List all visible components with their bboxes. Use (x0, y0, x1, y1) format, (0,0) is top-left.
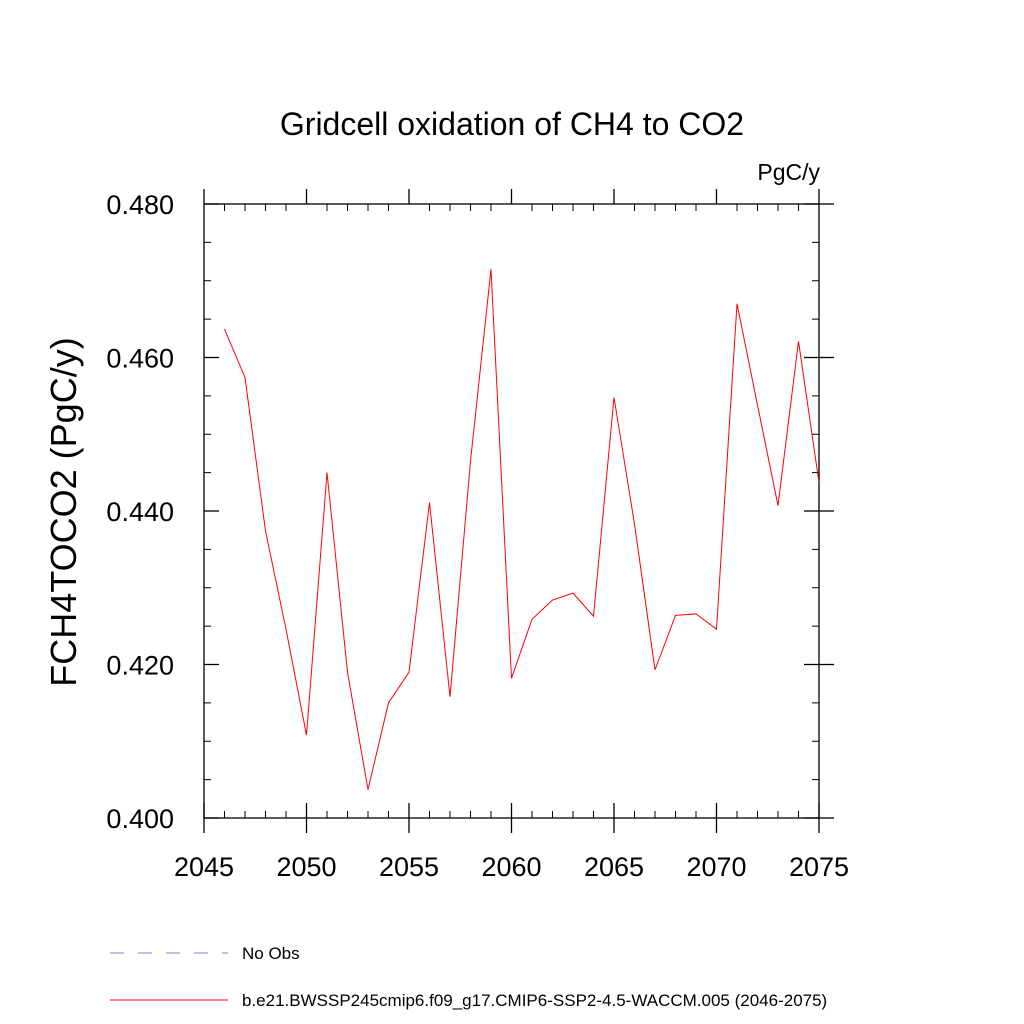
x-tick-label: 2070 (686, 852, 746, 882)
chart-title: Gridcell oxidation of CH4 to CO2 (280, 106, 744, 142)
y-tick-label: 0.440 (106, 497, 174, 527)
plot-frame (203, 203, 820, 819)
x-tick-label: 2050 (276, 852, 336, 882)
x-tick-label: 2075 (789, 852, 849, 882)
y-tick-label: 0.480 (106, 190, 174, 220)
x-tick-label: 2065 (584, 852, 644, 882)
legend: No Obs b.e21.BWSSP245cmip6.f09_g17.CMIP6… (110, 944, 827, 1010)
legend-label-no-obs: No Obs (242, 944, 300, 963)
y-tick-label: 0.400 (106, 804, 174, 834)
y-axis: 0.400 0.420 0.440 0.460 0.480 (106, 190, 834, 834)
x-tick-label: 2045 (174, 852, 234, 882)
series-layer (224, 269, 820, 790)
x-axis: 2045 2050 2055 2060 2065 2070 2075 (174, 189, 849, 882)
y-tick-label: 0.420 (106, 651, 174, 681)
y-tick-label: 0.460 (106, 344, 174, 374)
x-tick-label: 2060 (481, 852, 541, 882)
series-line-0 (224, 269, 820, 790)
units-label: PgC/y (757, 159, 820, 185)
y-axis-label: FCH4TOCO2 (PgC/y) (43, 337, 84, 686)
legend-label-model: b.e21.BWSSP245cmip6.f09_g17.CMIP6-SSP2-4… (242, 991, 827, 1010)
x-tick-label: 2055 (379, 852, 439, 882)
